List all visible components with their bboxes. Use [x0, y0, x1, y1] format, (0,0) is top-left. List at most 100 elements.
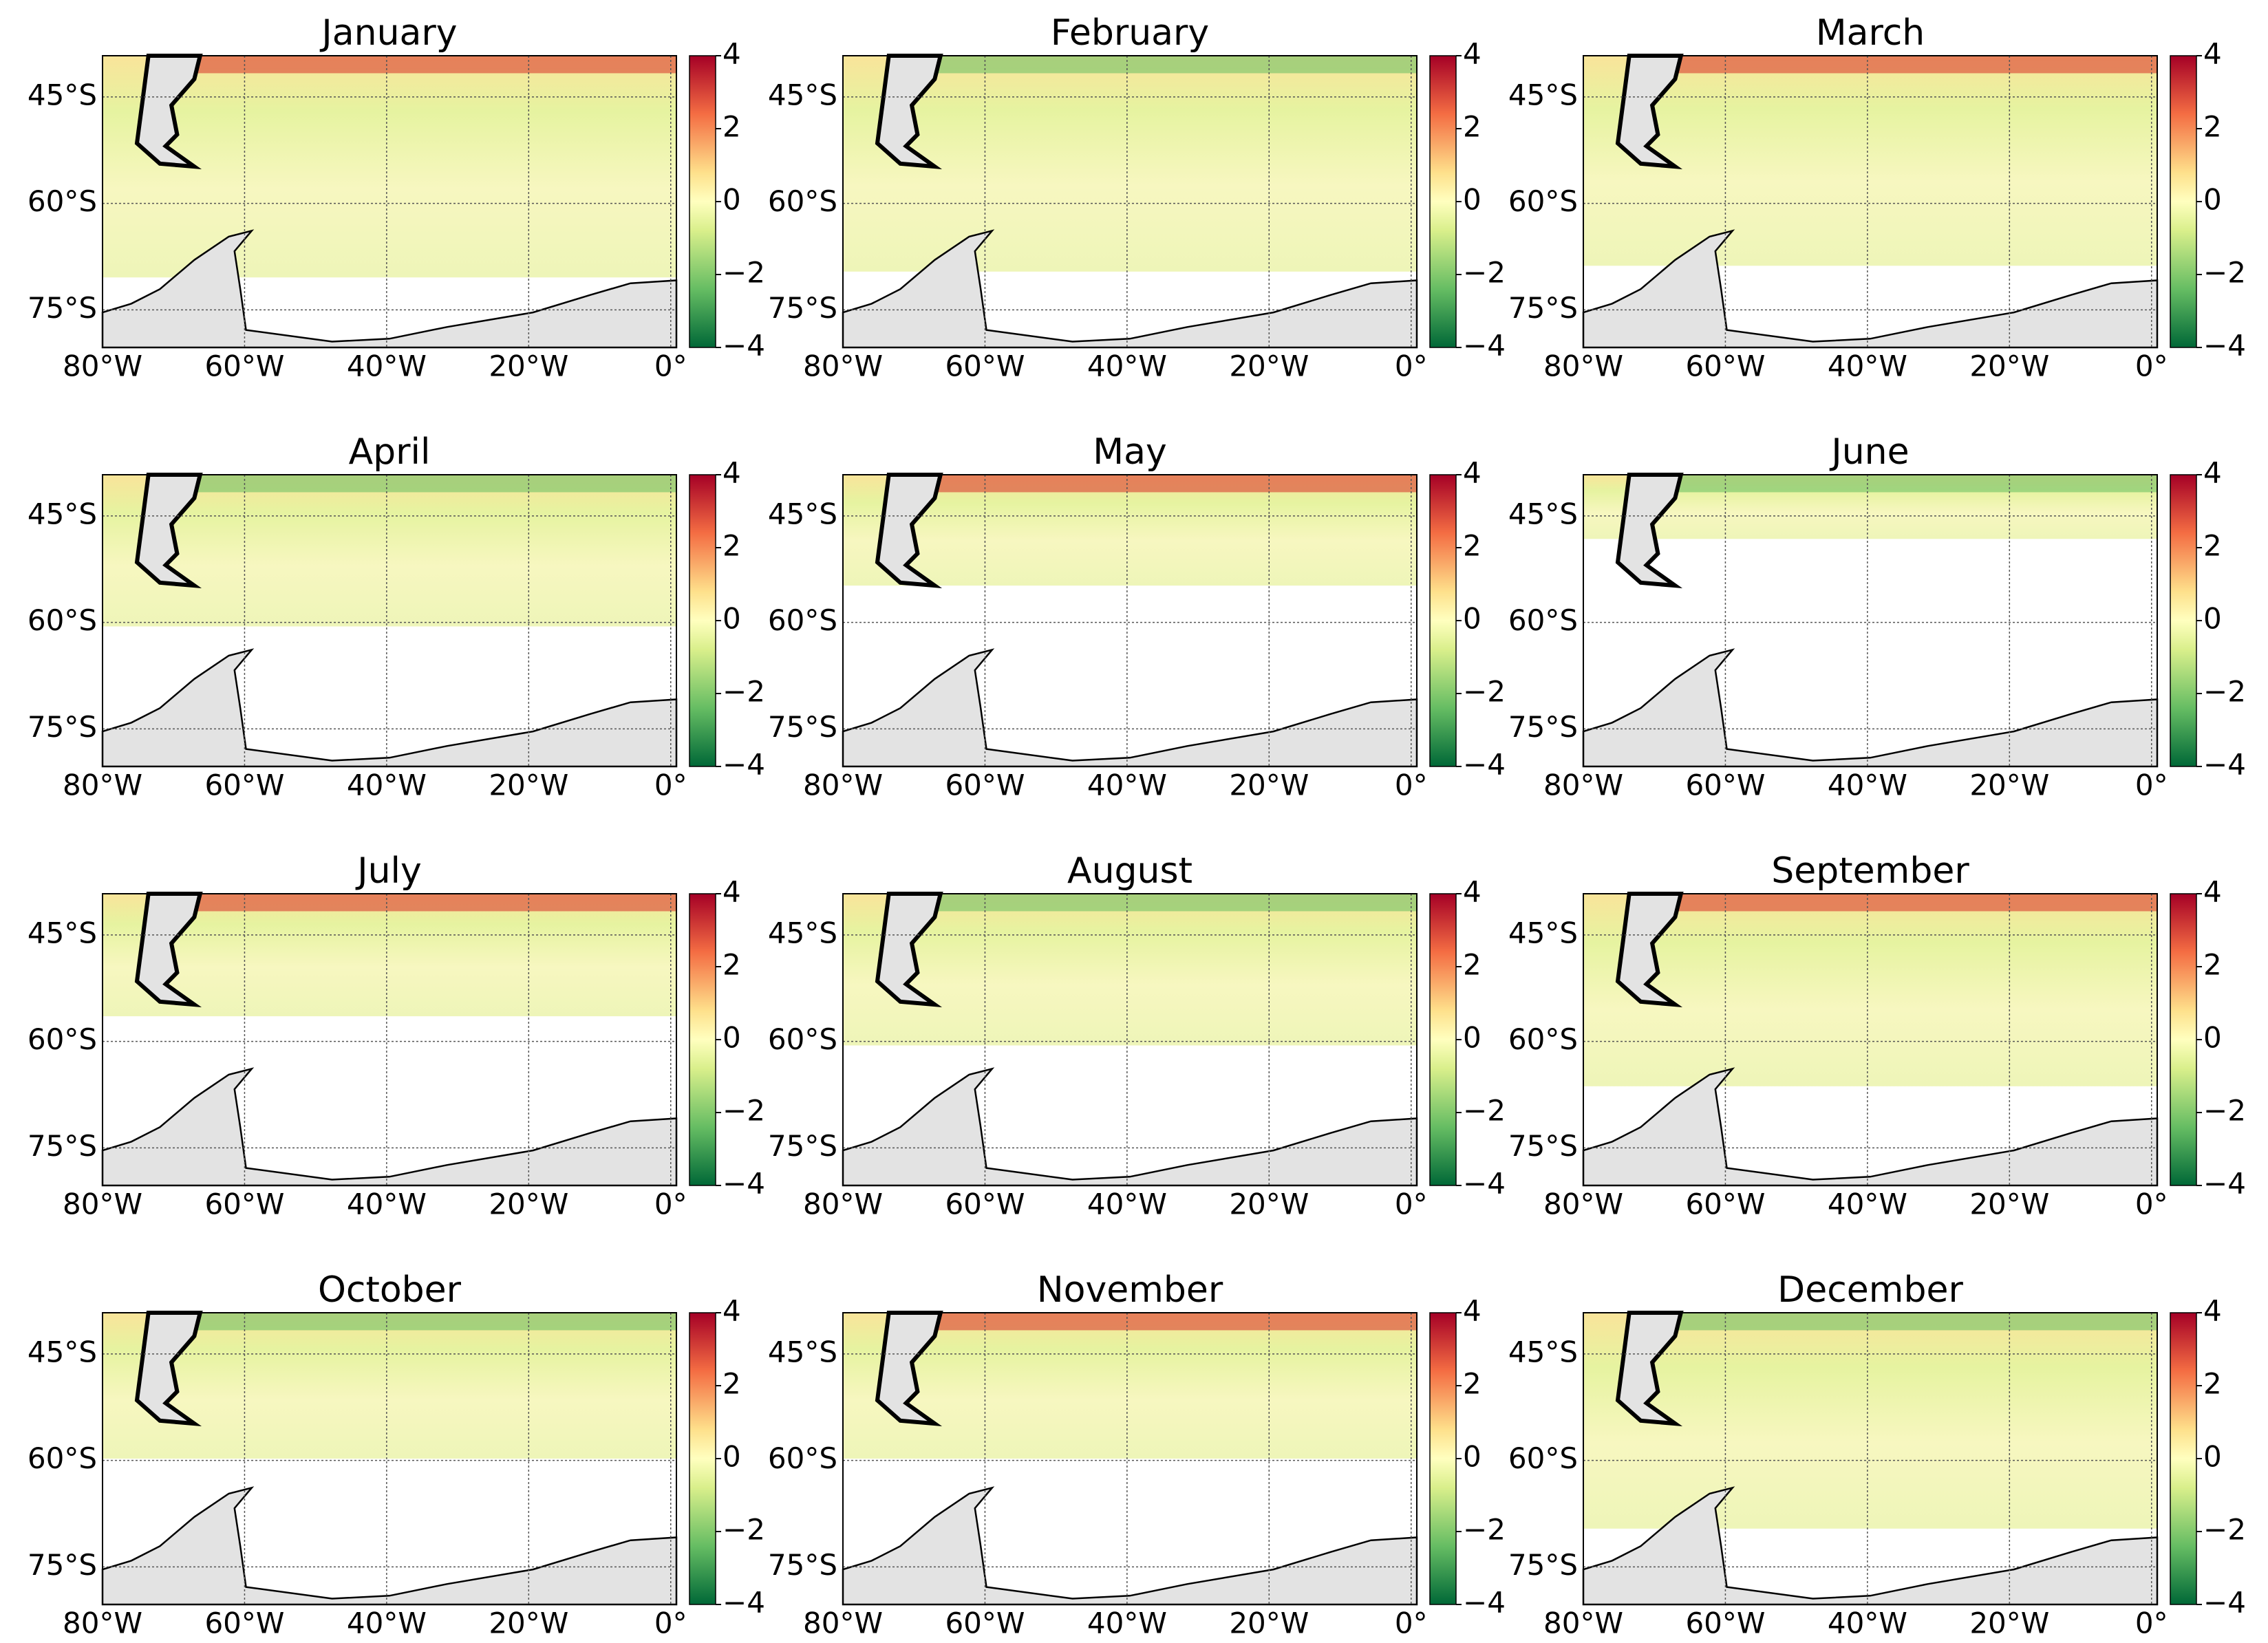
x-tick-label: 40°W: [1828, 769, 1907, 802]
x-tick-label: 20°W: [489, 769, 568, 802]
colorbar: [2170, 474, 2197, 767]
south-america: [1615, 892, 1684, 1008]
x-tick-label: 80°W: [1543, 1607, 1623, 1640]
colorbar-tick-label: −2: [1463, 1513, 1506, 1547]
x-tick-label: 0°: [654, 769, 687, 802]
colorbar-tick-label: −4: [2203, 1586, 2246, 1620]
colorbar-tick-label: 4: [1463, 37, 1481, 71]
colorbar: [2170, 1312, 2197, 1605]
y-tick-label: 75°S: [28, 1129, 97, 1163]
x-tick-label: 40°W: [1087, 1607, 1167, 1640]
y-tick-label: 45°S: [28, 497, 97, 530]
colorbar-tick-label: 2: [2203, 110, 2222, 144]
y-tick-label: 60°S: [1508, 1441, 1578, 1475]
map-frame: [1583, 1312, 2158, 1605]
x-tick-label: 20°W: [1229, 350, 1309, 383]
panel-title: October: [318, 1269, 462, 1311]
y-tick-label: 45°S: [1508, 78, 1578, 111]
anomaly-field: [1583, 1313, 2157, 1529]
colorbar-tick-label: −4: [723, 1586, 765, 1620]
y-tick-label: 45°S: [1508, 916, 1578, 949]
colorbar-tick-label: 0: [1463, 1021, 1481, 1055]
panel-title: January: [319, 12, 457, 54]
anomaly-band: [934, 1313, 1417, 1331]
south-america: [134, 1311, 203, 1427]
x-tick-label: 20°W: [1969, 769, 2049, 802]
map-frame: [1583, 893, 2158, 1186]
colorbar-tick-label: 4: [1463, 875, 1481, 909]
y-tick-label: 60°S: [1508, 1022, 1578, 1056]
colorbar-tick-label: 0: [2203, 602, 2222, 636]
y-tick-label: 75°S: [768, 1129, 837, 1163]
x-tick-label: 20°W: [1229, 1188, 1309, 1221]
x-tick-label: 60°W: [945, 769, 1025, 802]
anomaly-field: [843, 894, 1417, 1046]
x-tick-label: 60°W: [945, 1607, 1025, 1640]
y-tick-label: 45°S: [768, 916, 837, 949]
south-america: [1615, 473, 1684, 589]
map-panel: 80°W 60°W 40°W 20°W 0° 45°S 60°S 75°S September 4…: [1508, 850, 2246, 1221]
colorbar: [689, 55, 716, 348]
x-tick-label: 60°W: [204, 350, 284, 383]
colorbar: [689, 1312, 716, 1605]
colorbar: [1429, 1312, 1457, 1605]
x-tick-label: 80°W: [803, 1607, 883, 1640]
anomaly-band: [194, 475, 676, 493]
y-tick-label: 60°S: [768, 603, 837, 637]
colorbar-tick-label: −4: [1463, 329, 1506, 363]
anomaly-band: [194, 1313, 676, 1331]
map-frame: [842, 893, 1418, 1186]
map-frame: [1583, 55, 2158, 348]
y-tick-label: 75°S: [1508, 291, 1578, 325]
map-frame: [842, 1312, 1418, 1605]
colorbar-tick-label: 0: [1463, 1440, 1481, 1474]
map-panel: 80°W 60°W 40°W 20°W 0° 45°S 60°S 75°S February 4 2…: [768, 12, 1506, 383]
map-frame: [102, 474, 677, 767]
colorbar-tick-label: 0: [723, 183, 741, 217]
x-tick-label: 40°W: [1087, 350, 1167, 383]
y-tick-label: 60°S: [28, 1022, 97, 1056]
y-tick-label: 75°S: [1508, 1129, 1578, 1163]
y-tick-label: 45°S: [28, 78, 97, 111]
colorbar-tick-label: −4: [2203, 329, 2246, 363]
y-tick-label: 45°S: [1508, 497, 1578, 530]
colorbar-tick-label: 2: [723, 948, 741, 982]
x-tick-label: 80°W: [803, 350, 883, 383]
colorbar: [2170, 893, 2197, 1186]
x-tick-label: 20°W: [1969, 1188, 2049, 1221]
colorbar-tick-label: −4: [1463, 748, 1506, 782]
y-tick-label: 75°S: [28, 710, 97, 744]
colorbar-tick-label: 2: [723, 529, 741, 563]
x-tick-label: 60°W: [204, 1607, 284, 1640]
map-panel: 80°W 60°W 40°W 20°W 0° 45°S 60°S 75°S August 4 2 0 −…: [768, 850, 1506, 1221]
x-tick-label: 0°: [2135, 1188, 2168, 1221]
x-tick-label: 80°W: [63, 350, 142, 383]
colorbar-tick-label: 4: [1463, 1294, 1481, 1328]
colorbar-tick-label: 4: [2203, 37, 2222, 71]
colorbar-tick-label: 4: [723, 456, 741, 490]
anomaly-field: [1583, 56, 2157, 266]
anomaly-band: [194, 56, 676, 74]
x-tick-label: 40°W: [347, 1188, 427, 1221]
anomaly-field: [843, 56, 1417, 272]
anomaly-field: [103, 56, 676, 278]
map-panel: 80°W 60°W 40°W 20°W 0° 45°S 60°S 75°S October 4 2 0…: [28, 1269, 765, 1640]
x-tick-label: 80°W: [803, 1188, 883, 1221]
panel-title: June: [1829, 431, 1909, 473]
colorbar-tick-label: 0: [2203, 1021, 2222, 1055]
colorbar-tick-label: −2: [723, 675, 765, 709]
panel-title: November: [1037, 1269, 1223, 1311]
map-frame: [102, 893, 677, 1186]
colorbar-tick-label: 4: [723, 37, 741, 71]
colorbar-tick-label: −2: [2203, 675, 2246, 709]
x-tick-label: 60°W: [204, 1188, 284, 1221]
anomaly-band: [1675, 894, 2157, 912]
x-tick-label: 60°W: [945, 350, 1025, 383]
colorbar-tick-label: −2: [1463, 256, 1506, 290]
south-america: [134, 892, 203, 1008]
colorbar-tick-label: 0: [1463, 602, 1481, 636]
x-tick-label: 20°W: [1229, 769, 1309, 802]
x-tick-label: 60°W: [204, 769, 284, 802]
map-frame: [842, 55, 1418, 348]
colorbar-tick-label: 4: [723, 1294, 741, 1328]
